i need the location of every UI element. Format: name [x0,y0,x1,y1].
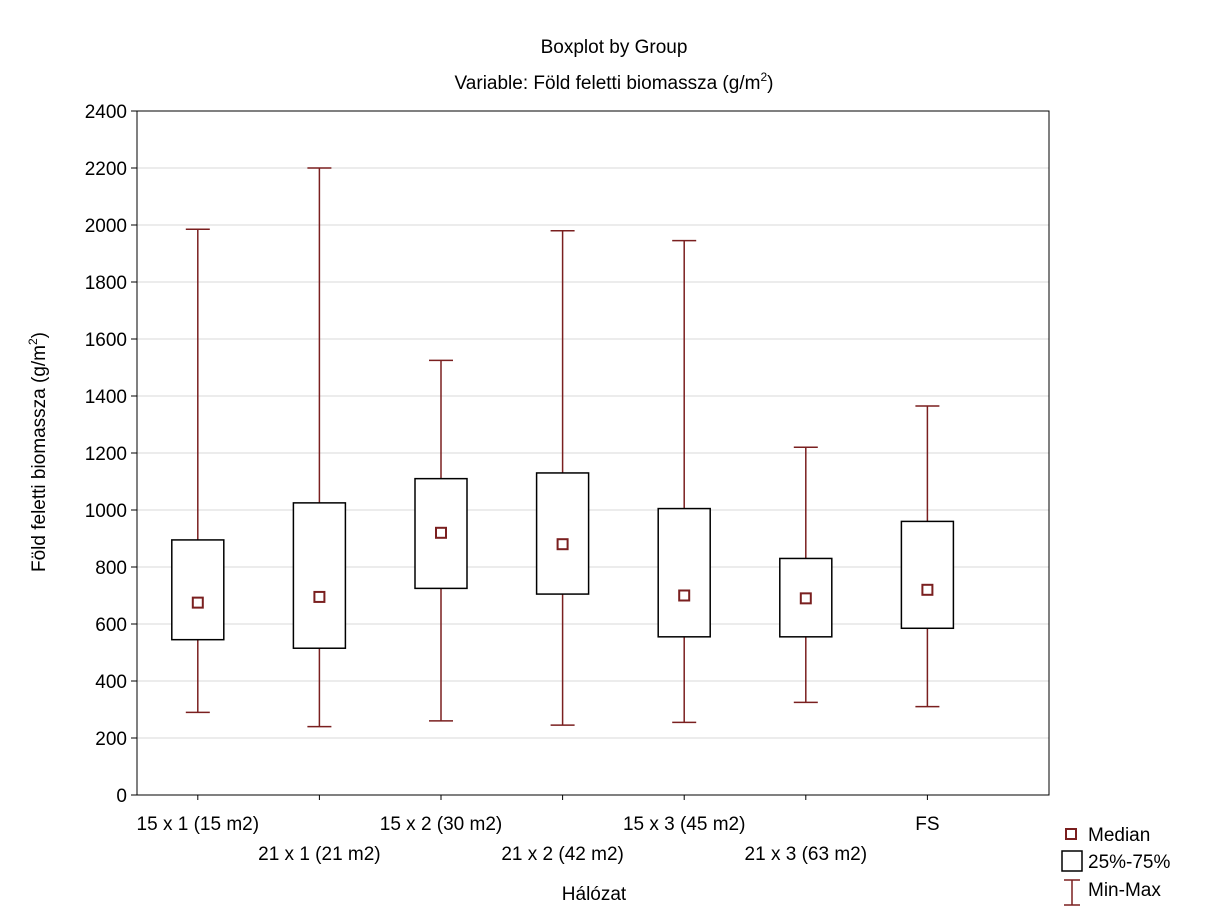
iqr-box-5 [779,557,833,638]
y-tick-label-0: 0 [116,786,127,807]
y-tick-label-9: 1800 [85,273,127,294]
y-tick-label-2: 400 [95,672,127,693]
grid-lines [137,167,1049,739]
box-group-5 [779,446,833,704]
x-tick-label-2: 15 x 2 (30 m2) [380,814,503,835]
iqr-box-6 [900,520,955,630]
y-tick-label-3: 600 [95,615,127,636]
box-group-1 [292,167,347,728]
median-marker-3 [556,538,569,551]
iqr-box-0 [171,539,225,641]
iqr-box-4 [657,507,711,638]
median-marker-6 [921,583,934,596]
iqr-box-3 [535,472,590,595]
chart-subtitle-suffix: ) [767,73,773,94]
legend-box-marker [1061,850,1083,872]
chart-subtitle: Variable: Föld feletti biomassza (g/m2) [455,70,774,94]
legend-median-marker [1065,828,1077,840]
x-axis-label: Hálózat [562,884,627,905]
y-axis-label-suffix: ) [29,332,50,338]
median-marker-5 [799,592,812,605]
x-tick-label-5: 21 x 3 (63 m2) [745,844,868,865]
x-tick-label-3: 21 x 2 (42 m2) [501,844,624,865]
y-tick-label-7: 1400 [85,387,127,408]
box-group-2 [414,359,468,722]
box-group-3 [535,229,590,726]
boxes [171,167,955,728]
y-axis-ticks: 0 200 400 600 800 1000 1200 1400 1600 1800 2000 220… [85,102,137,807]
y-tick-label-10: 2000 [85,216,127,237]
box-group-0 [171,228,225,714]
median-marker-0 [191,596,204,609]
y-axis-label-superscript: 2 [26,338,40,345]
legend-median-label: Median [1088,825,1150,846]
x-tick-label-1: 21 x 1 (21 m2) [258,844,381,865]
y-axis-label: Föld feletti biomassza (g/m2) [26,332,50,572]
median-marker-4 [678,589,691,602]
legend-box-label: 25%-75% [1088,852,1170,873]
y-tick-label-8: 1600 [85,330,127,351]
y-tick-label-5: 1000 [85,501,127,522]
legend: Median 25%-75% Min-Max [1061,825,1170,906]
iqr-box-2 [414,477,468,590]
box-group-4 [657,239,711,724]
median-marker-1 [313,590,326,603]
x-tick-label-4: 15 x 3 (45 m2) [623,814,746,835]
y-axis-label-text: Föld feletti biomassza (g/m [29,345,50,572]
x-tick-label-6: FS [915,814,939,835]
y-tick-label-6: 1200 [85,444,127,465]
y-tick-label-1: 200 [95,729,127,750]
median-marker-2 [435,526,447,539]
y-tick-label-4: 800 [95,558,127,579]
y-tick-label-12: 2400 [85,102,127,123]
chart-subtitle-text: Variable: Föld feletti biomassza (g/m [455,73,761,94]
chart-subtitle-superscript: 2 [760,70,767,84]
y-tick-label-11: 2200 [85,159,127,180]
x-tick-label-0: 15 x 1 (15 m2) [137,814,260,835]
chart-title: Boxplot by Group [541,37,688,58]
legend-whisker-label: Min-Max [1088,880,1161,901]
iqr-box-1 [292,502,347,649]
x-axis-ticks: 15 x 1 (15 m2) 21 x 1 (21 m2) 15 x 2 (30 m… [137,795,940,865]
box-group-6 [900,405,955,708]
